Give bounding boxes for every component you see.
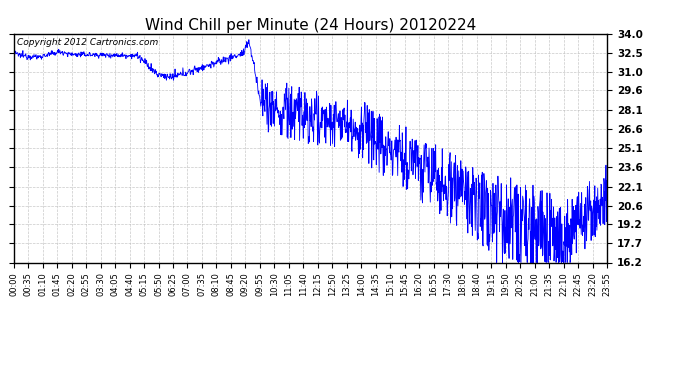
Title: Wind Chill per Minute (24 Hours) 20120224: Wind Chill per Minute (24 Hours) 2012022… bbox=[145, 18, 476, 33]
Text: Copyright 2012 Cartronics.com: Copyright 2012 Cartronics.com bbox=[17, 38, 158, 47]
